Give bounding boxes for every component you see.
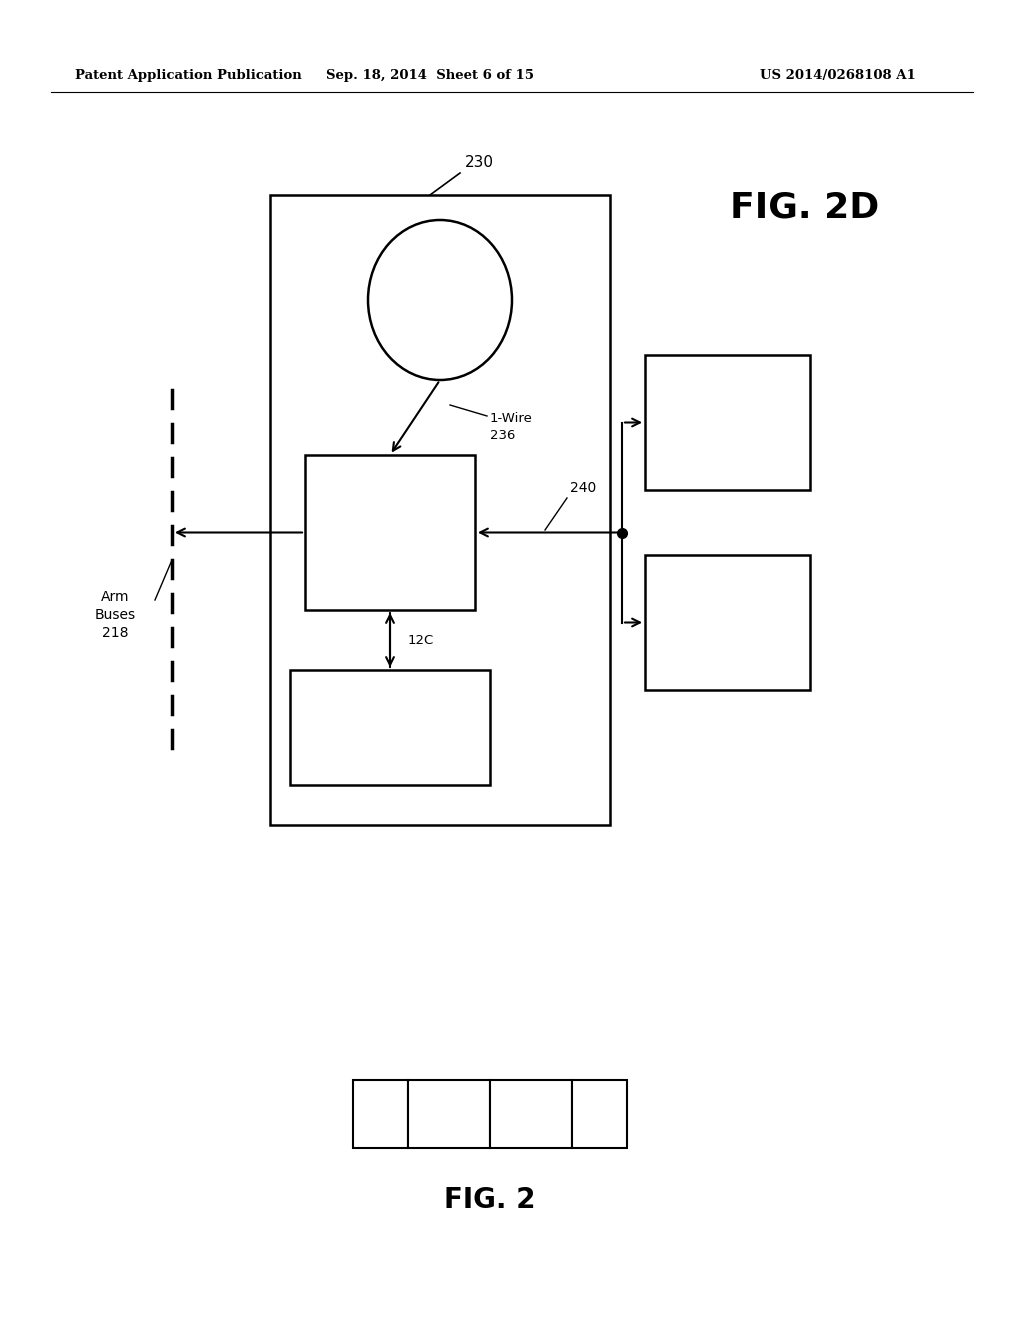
Text: 212: 212 bbox=[377, 746, 403, 759]
Bar bbox=[572, 1080, 627, 1148]
Text: Patent Application Publication: Patent Application Publication bbox=[75, 69, 302, 82]
Text: Probe: Probe bbox=[371, 487, 410, 502]
Bar bbox=[270, 195, 610, 825]
Text: 12C: 12C bbox=[408, 634, 434, 647]
Ellipse shape bbox=[368, 220, 512, 380]
Text: Temperature: Temperature bbox=[346, 698, 434, 713]
Text: IF: IF bbox=[434, 298, 446, 312]
Text: Sensor: Sensor bbox=[367, 721, 414, 734]
Text: Probe: Probe bbox=[420, 277, 460, 290]
Bar bbox=[290, 671, 490, 785]
Bar bbox=[305, 455, 475, 610]
Text: Handle: Handle bbox=[700, 403, 755, 417]
Text: FIG. 2D: FIG. 2D bbox=[730, 190, 880, 224]
Text: FIG. 2C: FIG. 2C bbox=[510, 1107, 552, 1121]
Bar bbox=[353, 1080, 408, 1148]
Text: 242: 242 bbox=[713, 628, 742, 643]
Text: DSP: DSP bbox=[376, 529, 403, 544]
Text: 240: 240 bbox=[570, 480, 596, 495]
Text: Arm
Buses
218: Arm Buses 218 bbox=[94, 590, 135, 640]
Text: 1-Wire
236: 1-Wire 236 bbox=[490, 412, 532, 442]
Text: End: End bbox=[377, 508, 403, 523]
Text: 230: 230 bbox=[465, 154, 494, 170]
Text: 228: 228 bbox=[377, 553, 403, 568]
Text: 226: 226 bbox=[427, 319, 454, 334]
Text: FIG.
2D: FIG. 2D bbox=[586, 1100, 613, 1129]
Bar bbox=[645, 554, 810, 690]
Bar bbox=[408, 1080, 490, 1148]
Bar bbox=[645, 355, 810, 490]
Text: Sep. 18, 2014  Sheet 6 of 15: Sep. 18, 2014 Sheet 6 of 15 bbox=[326, 69, 534, 82]
Text: LLP: LLP bbox=[715, 602, 740, 616]
Bar bbox=[490, 1080, 572, 1148]
Text: FIG. 2B: FIG. 2B bbox=[428, 1107, 470, 1121]
Text: FIG.
2A: FIG. 2A bbox=[369, 1100, 392, 1129]
Text: 126: 126 bbox=[713, 428, 742, 444]
Text: FIG. 2: FIG. 2 bbox=[444, 1185, 536, 1214]
Text: US 2014/0268108 A1: US 2014/0268108 A1 bbox=[760, 69, 915, 82]
